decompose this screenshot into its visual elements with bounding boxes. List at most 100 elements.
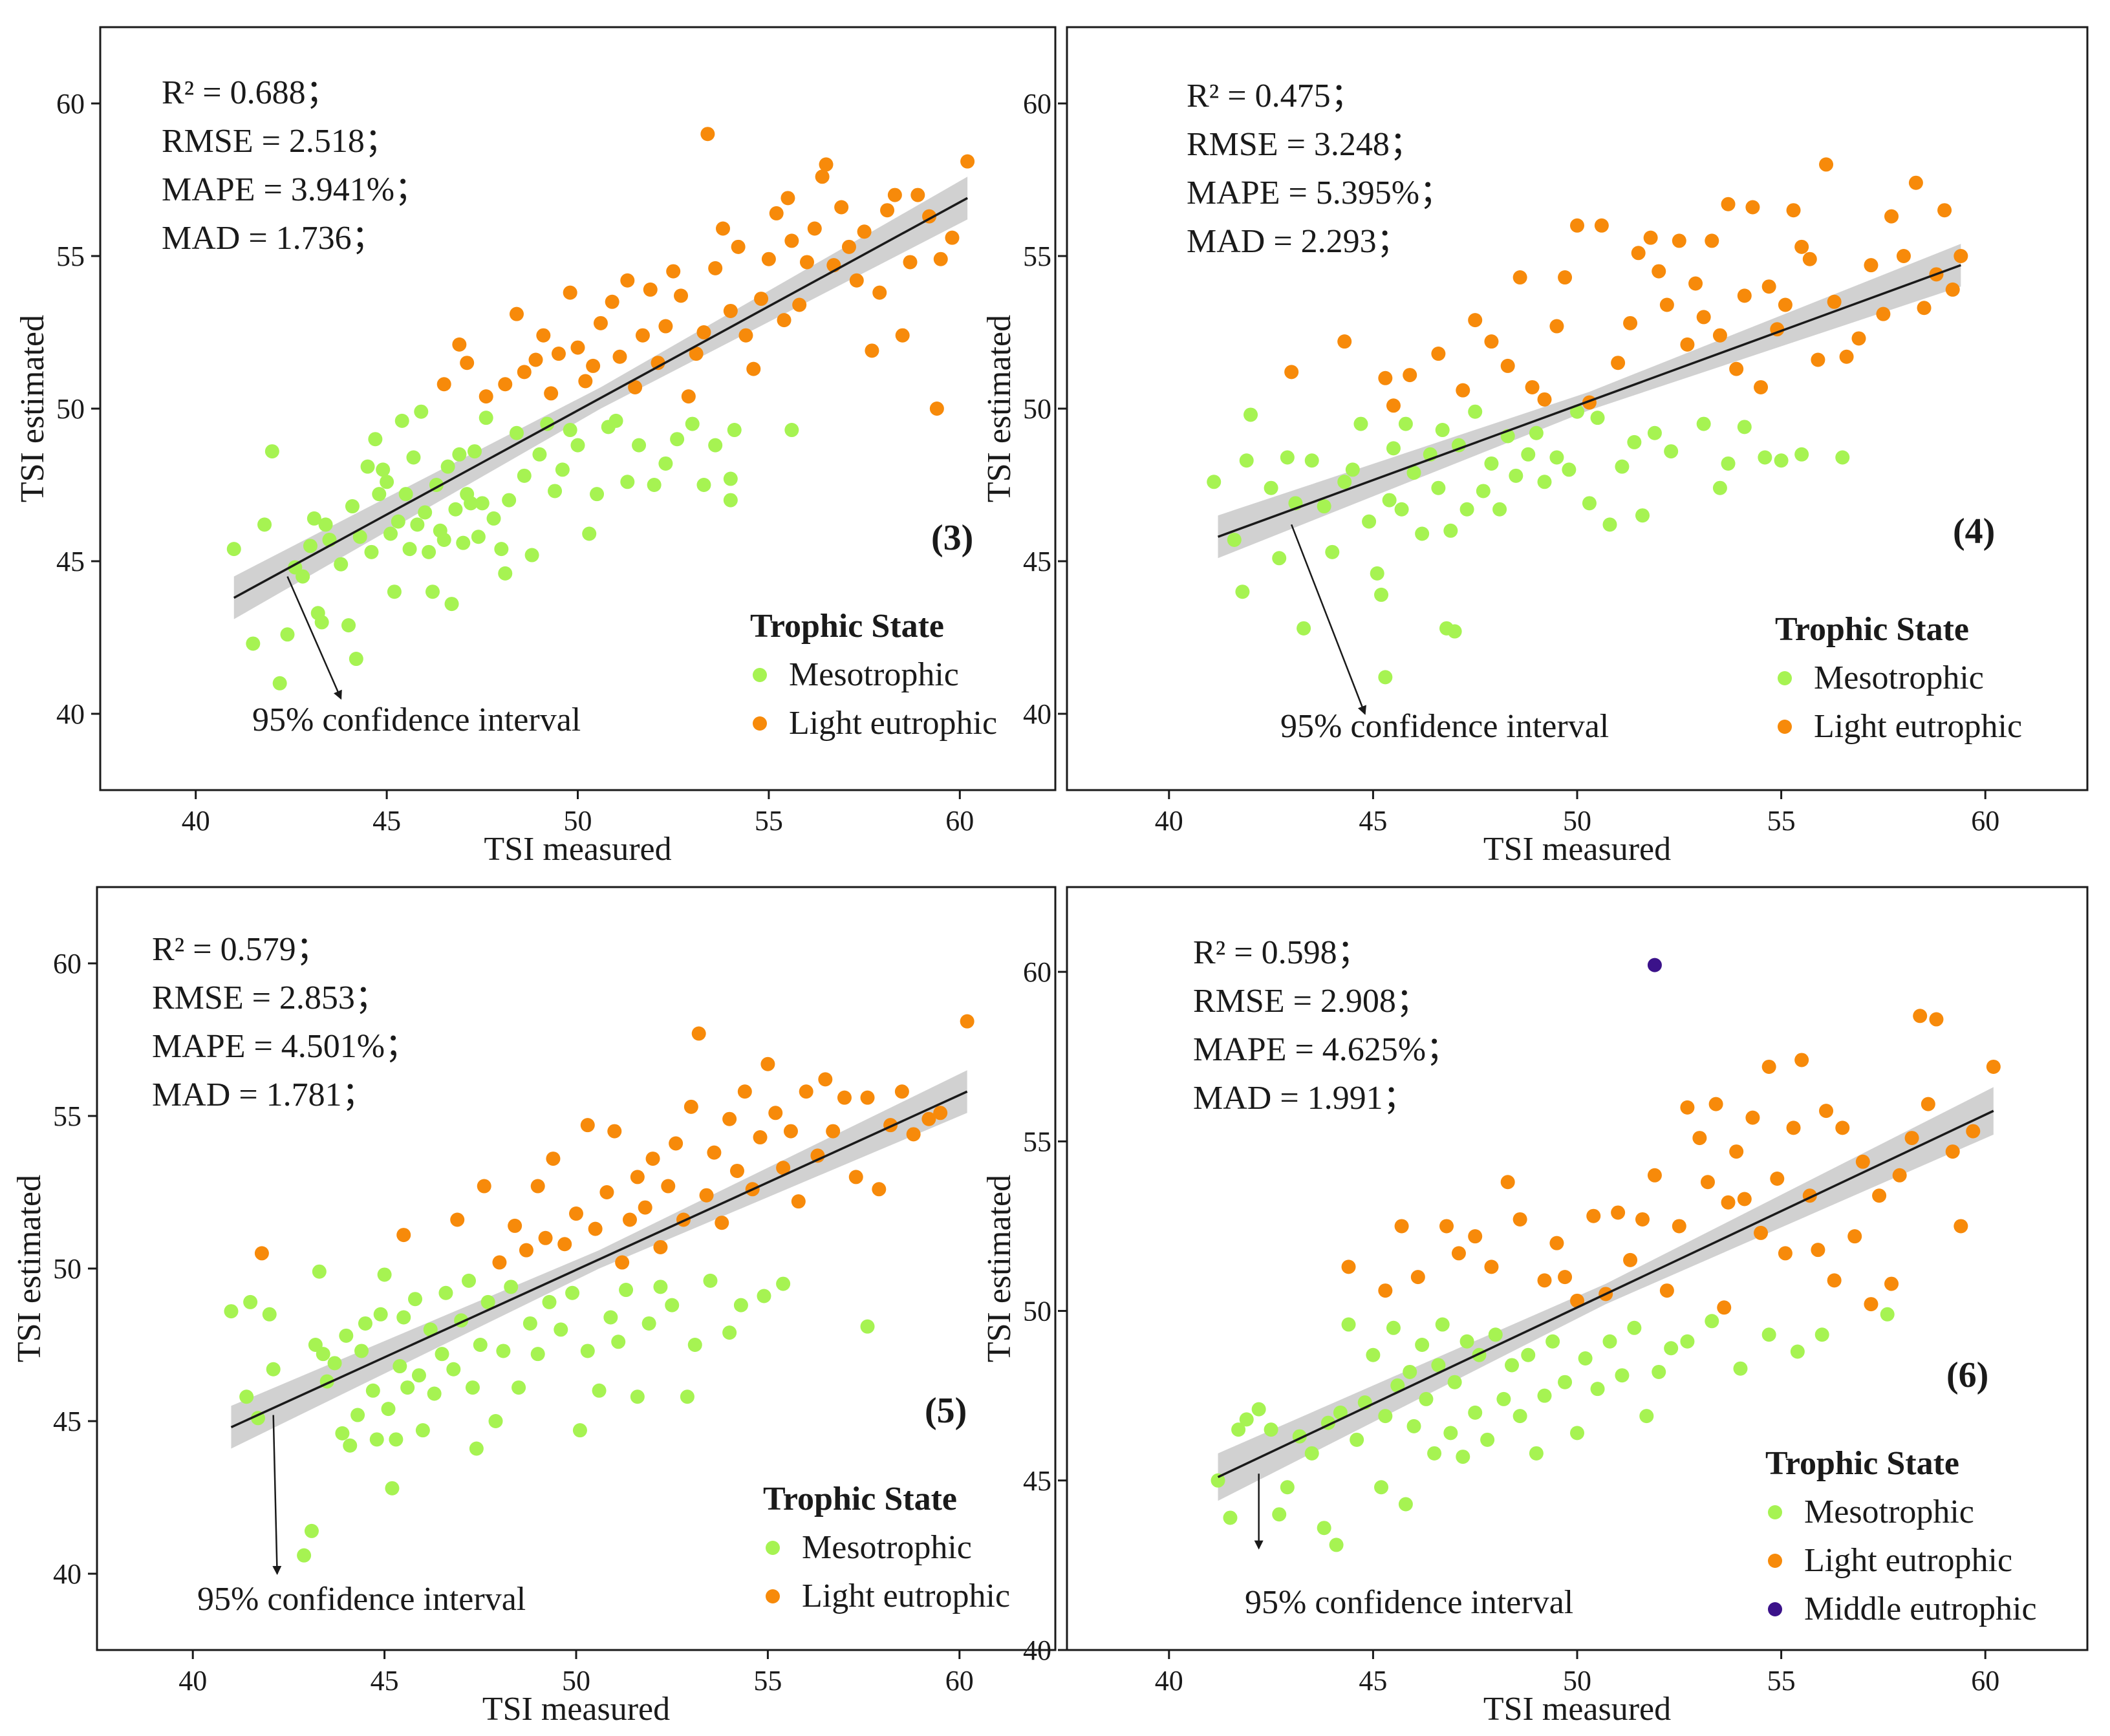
point-light-eutrophic [492, 1255, 507, 1270]
point-mesotrophic [243, 1294, 258, 1309]
point-light-eutrophic [1786, 203, 1801, 218]
point-mesotrophic [1615, 459, 1630, 474]
point-mesotrophic [1317, 499, 1331, 514]
point-light-eutrophic [1913, 1009, 1928, 1023]
point-mesotrophic [1814, 1327, 1829, 1342]
legend-item: Light eutrophic [802, 1578, 1010, 1614]
point-mesotrophic [517, 468, 532, 483]
point-mesotrophic [224, 1304, 239, 1319]
point-mesotrophic [540, 416, 555, 431]
point-light-eutrophic [1680, 1100, 1695, 1115]
point-mesotrophic [1590, 1382, 1605, 1397]
point-light-eutrophic [1394, 1219, 1409, 1234]
point-mesotrophic [658, 456, 673, 471]
x-axis-title: TSI measured [484, 831, 671, 868]
point-light-eutrophic [1456, 383, 1470, 398]
x-axis-title: TSI measured [1483, 1691, 1671, 1728]
y-tick-label: 40 [53, 1558, 81, 1590]
point-mesotrophic [582, 526, 597, 541]
legend-item: Mesotrophic [1814, 659, 1984, 696]
ci-label: 95% confidence interval [197, 1581, 526, 1618]
point-mesotrophic [494, 542, 509, 557]
point-mesotrophic [422, 544, 436, 559]
point-mesotrophic [653, 1280, 668, 1294]
point-mesotrophic [1317, 1521, 1331, 1536]
stat-line: RMSE = 2.518； [162, 123, 398, 160]
point-light-eutrophic [1778, 297, 1792, 312]
point-light-eutrophic [681, 389, 696, 404]
point-mesotrophic [1406, 1419, 1421, 1433]
point-mesotrophic [1570, 404, 1584, 419]
point-light-eutrophic [1864, 258, 1879, 273]
point-mesotrophic [680, 1389, 694, 1404]
point-light-eutrophic [1761, 1059, 1776, 1074]
point-light-eutrophic [1700, 1175, 1715, 1190]
point-mesotrophic [327, 1356, 342, 1371]
point-mesotrophic [467, 444, 482, 459]
point-mesotrophic [1235, 584, 1250, 599]
point-light-eutrophic [872, 285, 887, 300]
panel-3: 40 45 50 55 60 40 45 50 55 60 TSI measured TSI esti… [11, 886, 1057, 1728]
panel-id: (4) [1953, 511, 1995, 552]
point-mesotrophic [630, 1389, 645, 1404]
point-light-eutrophic [452, 337, 467, 352]
point-light-eutrophic [1558, 270, 1573, 285]
point-mesotrophic [380, 475, 394, 489]
x-tick-label: 45 [1359, 1665, 1387, 1697]
point-light-eutrophic [1721, 1195, 1736, 1210]
stat-line: MAD = 2.293； [1187, 223, 1410, 260]
point-mesotrophic [1578, 1351, 1593, 1366]
point-mesotrophic [1537, 475, 1552, 489]
point-mesotrophic [727, 423, 742, 438]
point-light-eutrophic [769, 206, 784, 220]
point-mesotrophic [1602, 1334, 1617, 1349]
panel-id: (5) [925, 1391, 967, 1431]
point-light-eutrophic [1819, 1104, 1834, 1119]
point-mesotrophic [1505, 1358, 1520, 1373]
point-light-eutrophic [1468, 1229, 1483, 1244]
ci-arrow [272, 1415, 282, 1575]
point-mesotrophic [465, 1380, 480, 1395]
y-tick-label: 40 [1023, 1634, 1051, 1666]
point-mesotrophic [496, 1344, 511, 1358]
point-light-eutrophic [1945, 1144, 1960, 1159]
point-light-eutrophic [599, 1185, 614, 1199]
point-light-eutrophic [1778, 1246, 1792, 1261]
point-light-eutrophic [753, 1130, 768, 1145]
point-mesotrophic [1304, 453, 1319, 468]
point-light-eutrophic [1712, 328, 1727, 343]
y-tick-label: 50 [1023, 1296, 1051, 1327]
point-light-eutrophic [780, 191, 795, 206]
point-light-eutrophic [661, 1179, 676, 1194]
point-light-eutrophic [658, 319, 673, 334]
point-light-eutrophic [1659, 297, 1674, 312]
point-mesotrophic [665, 1298, 680, 1313]
point-mesotrophic [1272, 1507, 1287, 1522]
point-mesotrophic [402, 542, 417, 557]
y-axis-title: TSI estimated [981, 1175, 1018, 1362]
point-mesotrophic [1406, 466, 1421, 480]
point-mesotrophic [524, 548, 539, 563]
point-light-eutrophic [1537, 1273, 1552, 1288]
point-light-eutrophic [630, 1170, 645, 1184]
point-light-eutrophic [612, 349, 627, 364]
point-mesotrophic [364, 544, 379, 559]
point-mesotrophic [314, 615, 329, 630]
point-mesotrophic [1231, 1422, 1246, 1437]
point-mesotrophic [1353, 416, 1368, 431]
y-tick-label: 40 [56, 698, 85, 730]
point-mesotrophic [1774, 453, 1789, 468]
point-mesotrophic [1496, 1391, 1511, 1406]
point-mesotrophic [1549, 450, 1564, 465]
point-mesotrophic [522, 1316, 537, 1331]
legend-marker-mesotrophic [1778, 671, 1792, 685]
point-mesotrophic [1398, 416, 1413, 431]
point-mesotrophic [1435, 423, 1450, 438]
x-tick-label: 40 [1155, 805, 1183, 837]
point-light-eutrophic [1570, 1293, 1584, 1308]
point-light-eutrophic [1659, 1283, 1674, 1298]
point-light-eutrophic [528, 352, 543, 367]
point-mesotrophic [722, 1325, 737, 1340]
point-light-eutrophic [580, 1118, 595, 1133]
point-light-eutrophic [586, 358, 601, 373]
